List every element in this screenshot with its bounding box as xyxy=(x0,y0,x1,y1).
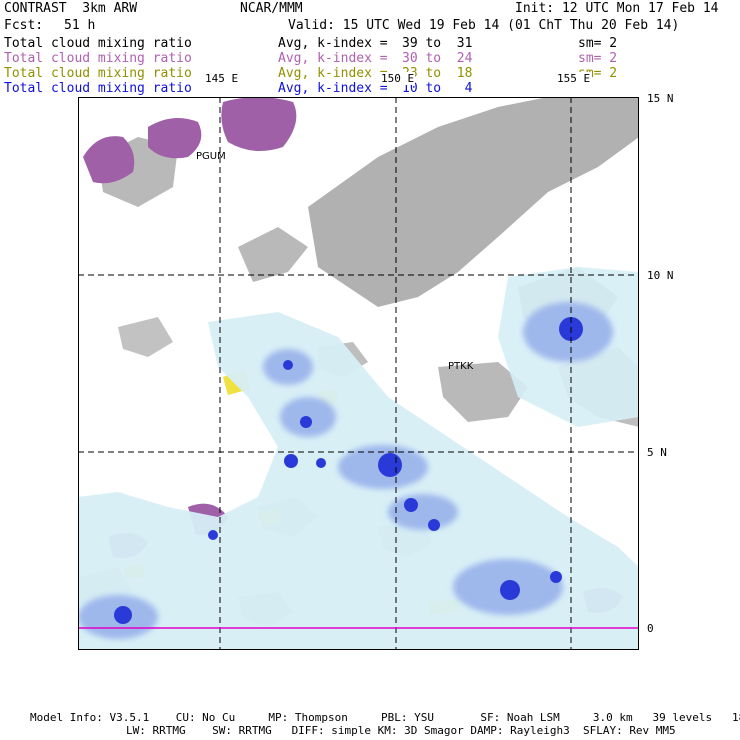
institution-label: NCAR/MMM xyxy=(240,1,303,16)
legend-sm: sm= 2 xyxy=(578,51,618,66)
legend-field: Total cloud mixing ratio xyxy=(4,66,192,81)
graticule xyxy=(78,97,639,650)
legend-field: Total cloud mixing ratio xyxy=(4,81,192,96)
forecast-hour: 51 h xyxy=(64,18,96,33)
legend-avg: Avg, k-index = xyxy=(278,81,388,96)
model-info-line-1: Model Info: V3.5.1 CU: No Cu MP: Thompso… xyxy=(30,711,740,724)
station-pgum: PGUM xyxy=(196,151,226,162)
legend-field: Total cloud mixing ratio xyxy=(4,36,192,51)
lon-label-145e: 145 E xyxy=(204,72,240,85)
lat-label-0: 0 xyxy=(647,622,654,635)
legend-range: 30 to 24 xyxy=(402,51,473,66)
map-panel: PGUM PTKK xyxy=(78,97,639,650)
cloud-cores xyxy=(114,317,583,624)
legend-range: 39 to 31 xyxy=(402,36,473,51)
station-ptkk: PTKK xyxy=(448,361,474,372)
init-time: Init: 12 UTC Mon 17 Feb 14 xyxy=(515,1,719,16)
model-title: CONTRAST 3km ARW xyxy=(4,1,138,16)
model-info-line-2: LW: RRTMG SW: RRTMG DIFF: simple KM: 3D … xyxy=(126,724,676,737)
lon-label-155e: 155 E xyxy=(556,72,592,85)
legend-avg: Avg, k-index = xyxy=(278,51,388,66)
legend-avg: Avg, k-index = xyxy=(278,36,388,51)
legend-sm: sm= 2 xyxy=(578,36,618,51)
map-frame xyxy=(78,97,639,650)
forecast-label: Fcst: xyxy=(4,18,44,33)
legend-avg: Avg, k-index = xyxy=(278,66,388,81)
lat-label-5n: 5 N xyxy=(647,446,667,459)
cloud-map xyxy=(78,97,639,650)
lon-label-150e: 150 E xyxy=(380,72,416,85)
valid-time: Valid: 15 UTC Wed 19 Feb 14 (01 ChT Thu … xyxy=(288,18,680,33)
lat-label-10n: 10 N xyxy=(647,269,674,282)
legend-field: Total cloud mixing ratio xyxy=(4,51,192,66)
lat-label-15n: 15 N xyxy=(647,92,674,105)
